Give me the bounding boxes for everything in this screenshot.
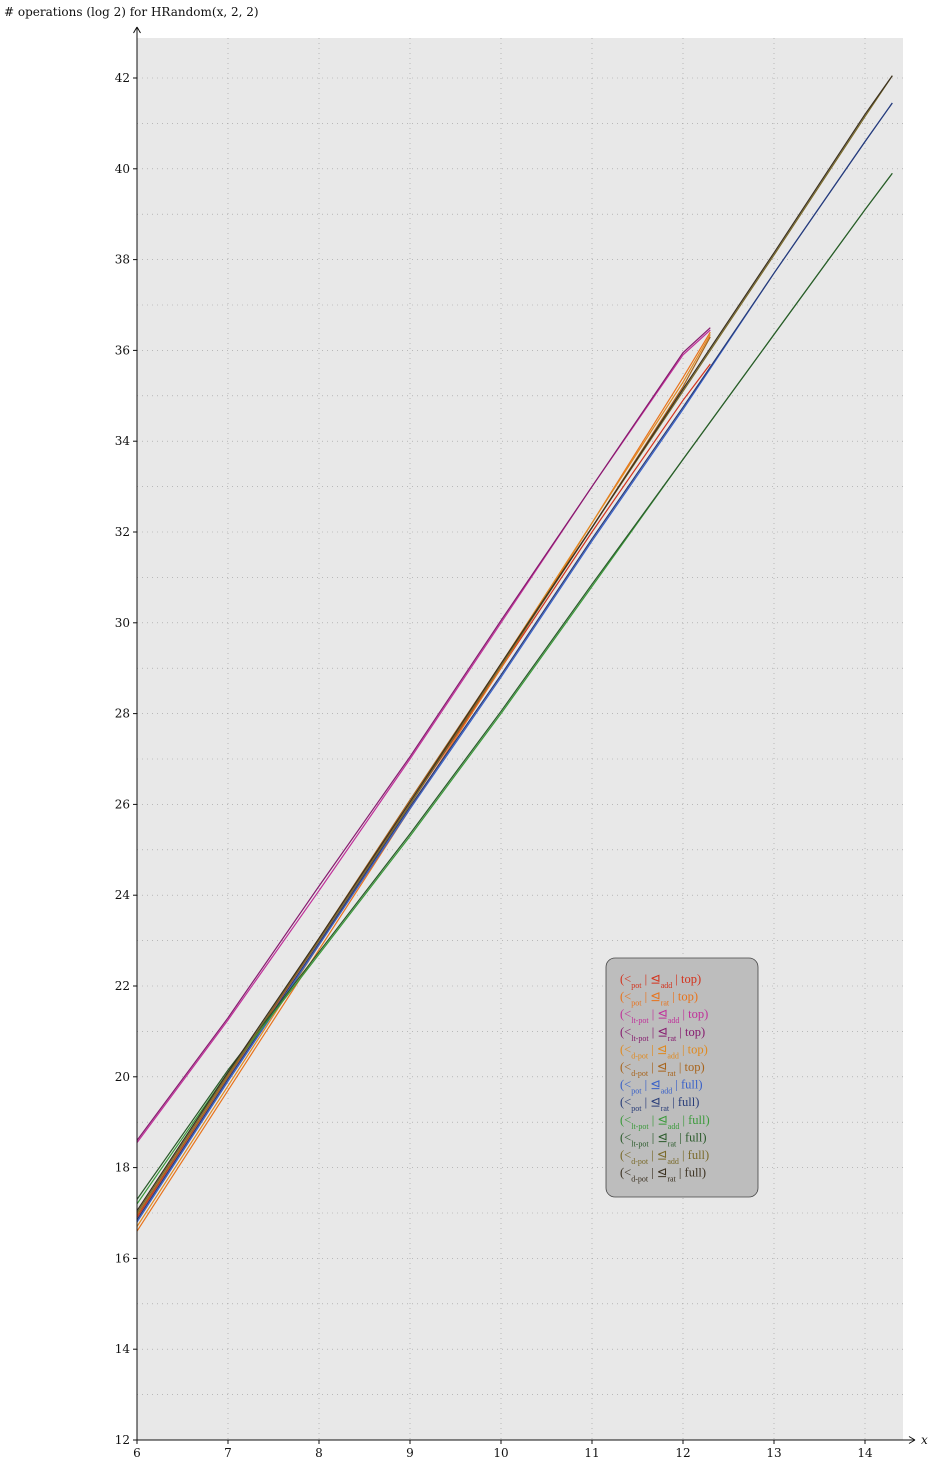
y-tick-label: 12 bbox=[115, 1433, 130, 1447]
x-tick-label: 12 bbox=[675, 1446, 690, 1460]
legend-entry: (<pot | ⊴rat | top) bbox=[620, 990, 698, 1008]
series-line-12 bbox=[136, 75, 893, 1212]
y-tick-label: 22 bbox=[115, 979, 130, 993]
y-tick-label: 14 bbox=[115, 1342, 131, 1356]
series-line-10 bbox=[136, 172, 893, 1200]
legend-entry: (<lt-pot | ⊴rat | top) bbox=[620, 1025, 705, 1043]
y-axis-arrow-icon bbox=[133, 26, 141, 34]
legend-entry: (<d-pot | ⊴add | top) bbox=[620, 1042, 708, 1060]
legend: (<pot | ⊴add | top)(<pot | ⊴rat | top)(<… bbox=[605, 957, 759, 1198]
x-tick-label: 10 bbox=[493, 1446, 508, 1460]
x-axis-arrow-icon bbox=[908, 1436, 916, 1444]
y-tick-label: 16 bbox=[115, 1251, 130, 1265]
legend-entry: (<d-pot | ⊴add | full) bbox=[620, 1148, 709, 1166]
y-tick-label: 20 bbox=[115, 1070, 130, 1084]
x-tick-label: 8 bbox=[315, 1446, 323, 1460]
legend-entry: (<pot | ⊴add | top) bbox=[620, 972, 701, 990]
x-tick-label: 13 bbox=[766, 1446, 781, 1460]
y-tick-label: 40 bbox=[115, 162, 130, 176]
series-line-2 bbox=[136, 331, 711, 1232]
x-tick-label: 6 bbox=[133, 1446, 141, 1460]
y-axis: 12 14 16 18 20 22 24 26 28 30 32 34 36 38 40 42 bbox=[115, 26, 141, 1447]
legend-box bbox=[605, 957, 759, 1198]
y-tick-label: 34 bbox=[115, 434, 131, 448]
legend-entry: (<lt-pot | ⊴rat | full) bbox=[620, 1130, 707, 1148]
x-axis-title: x bbox=[921, 1433, 928, 1447]
series-line-5 bbox=[136, 334, 711, 1227]
series-line-3 bbox=[136, 329, 711, 1143]
legend-entry: (<lt-pot | ⊴add | top) bbox=[620, 1007, 708, 1024]
x-tick-label: 9 bbox=[406, 1446, 414, 1460]
y-tick-label: 42 bbox=[115, 71, 130, 85]
x-tick-label: 14 bbox=[857, 1446, 873, 1460]
y-tick-label: 18 bbox=[115, 1161, 130, 1175]
x-tick-label: 7 bbox=[224, 1446, 232, 1460]
y-tick-label: 30 bbox=[115, 616, 130, 630]
series-line-6 bbox=[136, 336, 711, 1216]
y-tick-label: 26 bbox=[115, 797, 130, 811]
y-tick-label: 24 bbox=[115, 888, 131, 902]
plot-background bbox=[137, 38, 903, 1440]
series-line-11 bbox=[136, 75, 893, 1214]
legend-entry: (<d-pot | ⊴rat | top) bbox=[620, 1060, 705, 1078]
y-tick-label: 32 bbox=[115, 525, 130, 539]
x-tick-label: 11 bbox=[584, 1446, 599, 1460]
legend-entry: (<d-pot | ⊴rat | full) bbox=[620, 1166, 706, 1184]
x-axis: 6 7 8 9 10 11 12 13 14 bbox=[133, 1436, 916, 1460]
legend-entry: (<lt-pot | ⊴add | full) bbox=[620, 1113, 710, 1131]
y-tick-label: 36 bbox=[115, 343, 130, 357]
series-line-4 bbox=[136, 327, 711, 1141]
series-lines bbox=[136, 75, 893, 1232]
y-tick-label: 38 bbox=[115, 253, 130, 267]
legend-entry: (<pot | ⊴rat | full) bbox=[620, 1095, 699, 1113]
y-tick-label: 28 bbox=[115, 707, 130, 721]
legend-entry: (<pot | ⊴add | full) bbox=[620, 1078, 703, 1096]
y-axis-title: # operations (log 2) for HRandom(x, 2, 2… bbox=[4, 5, 259, 19]
